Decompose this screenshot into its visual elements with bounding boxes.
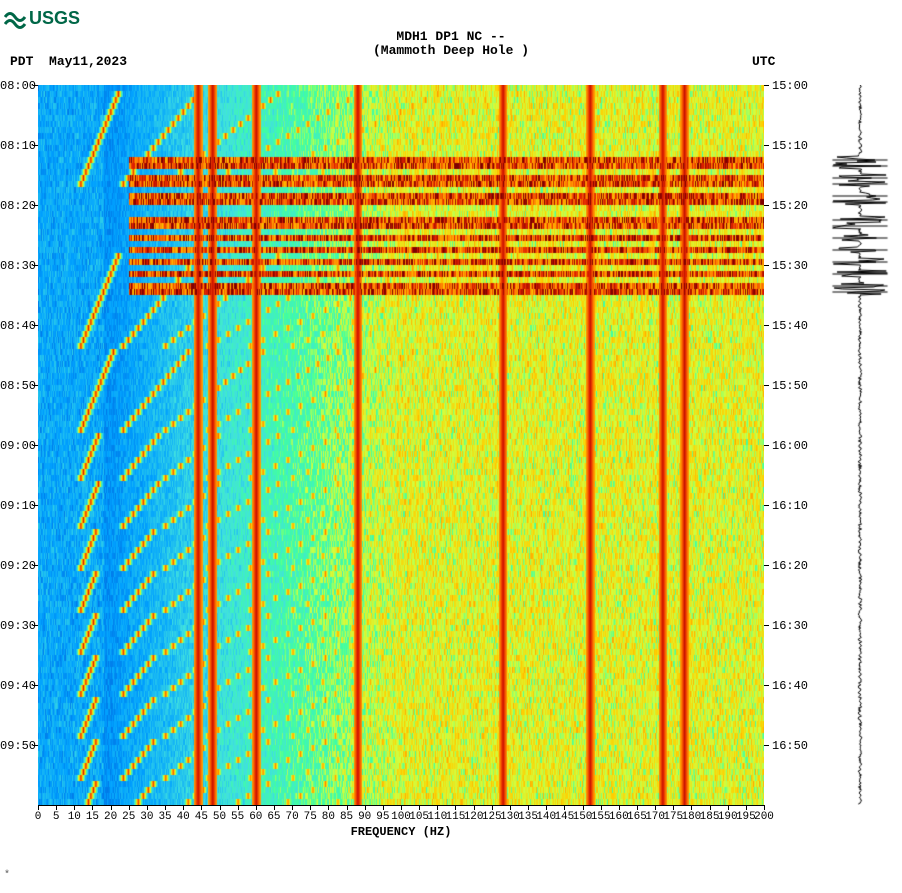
ytick-left: 08:20	[0, 199, 36, 213]
xtick: 40	[177, 811, 190, 823]
footnote: *	[4, 870, 10, 881]
ytick-left: 08:40	[0, 319, 36, 333]
xtick: 65	[267, 811, 280, 823]
xtick: 140	[536, 811, 556, 823]
ytick-right: 16:20	[772, 559, 808, 573]
ytick-left: 08:30	[0, 259, 36, 273]
y-axis-left: 08:0008:1008:2008:3008:4008:5009:0009:10…	[0, 85, 38, 805]
ytick-left: 09:20	[0, 559, 36, 573]
xtick: 120	[464, 811, 484, 823]
ytick-right: 15:40	[772, 319, 808, 333]
xtick: 25	[122, 811, 135, 823]
ytick-right: 15:30	[772, 259, 808, 273]
xtick: 20	[104, 811, 117, 823]
y-axis-right: 15:0015:1015:2015:3015:4015:5016:0016:10…	[764, 85, 806, 805]
xtick: 80	[322, 811, 335, 823]
waveform-plot	[830, 85, 890, 805]
usgs-logo-text: USGS	[29, 8, 80, 28]
xtick: 75	[304, 811, 317, 823]
x-axis-title: FREQUENCY (HZ)	[38, 825, 764, 839]
xtick: 95	[376, 811, 389, 823]
xtick: 195	[736, 811, 756, 823]
xtick: 45	[195, 811, 208, 823]
xtick: 110	[427, 811, 447, 823]
xtick: 180	[681, 811, 701, 823]
usgs-logo: USGS	[4, 4, 84, 30]
xtick: 155	[591, 811, 611, 823]
xtick: 115	[446, 811, 466, 823]
ytick-right: 16:30	[772, 619, 808, 633]
xtick: 55	[231, 811, 244, 823]
ytick-right: 16:40	[772, 679, 808, 693]
ytick-left: 08:10	[0, 139, 36, 153]
xtick: 130	[500, 811, 520, 823]
ytick-left: 09:40	[0, 679, 36, 693]
xtick: 15	[86, 811, 99, 823]
ytick-right: 16:10	[772, 499, 808, 513]
xtick: 200	[754, 811, 774, 823]
xtick: 70	[285, 811, 298, 823]
ytick-left: 09:00	[0, 439, 36, 453]
utc-label: UTC	[752, 54, 775, 69]
ytick-right: 16:00	[772, 439, 808, 453]
xtick: 30	[140, 811, 153, 823]
ytick-right: 15:50	[772, 379, 808, 393]
date-label: PDT May11,2023	[10, 54, 127, 69]
ytick-left: 09:30	[0, 619, 36, 633]
ytick-left: 09:50	[0, 739, 36, 753]
xtick: 135	[518, 811, 538, 823]
x-axis: FREQUENCY (HZ) 05 10 15 20 25 30 35 40 45 50 55 60 6…	[38, 805, 764, 845]
xtick: 35	[158, 811, 171, 823]
xtick: 125	[482, 811, 502, 823]
xtick: 165	[627, 811, 647, 823]
xtick: 100	[391, 811, 411, 823]
xtick: 145	[554, 811, 574, 823]
ytick-right: 15:20	[772, 199, 808, 213]
xtick: 10	[68, 811, 81, 823]
xtick: 85	[340, 811, 353, 823]
xtick: 150	[573, 811, 593, 823]
xtick: 50	[213, 811, 226, 823]
usgs-wave-icon	[5, 14, 25, 28]
xtick: 185	[700, 811, 720, 823]
xtick: 175	[663, 811, 683, 823]
xtick: 0	[35, 811, 42, 823]
ytick-left: 08:00	[0, 79, 36, 93]
xtick: 190	[718, 811, 738, 823]
xtick: 5	[53, 811, 60, 823]
xtick: 170	[645, 811, 665, 823]
spectrogram-plot	[38, 85, 764, 805]
ytick-left: 09:10	[0, 499, 36, 513]
xtick: 160	[609, 811, 629, 823]
xtick: 90	[358, 811, 371, 823]
ytick-left: 08:50	[0, 379, 36, 393]
ytick-right: 15:10	[772, 139, 808, 153]
xtick: 105	[409, 811, 429, 823]
ytick-right: 15:00	[772, 79, 808, 93]
xtick: 60	[249, 811, 262, 823]
ytick-right: 16:50	[772, 739, 808, 753]
